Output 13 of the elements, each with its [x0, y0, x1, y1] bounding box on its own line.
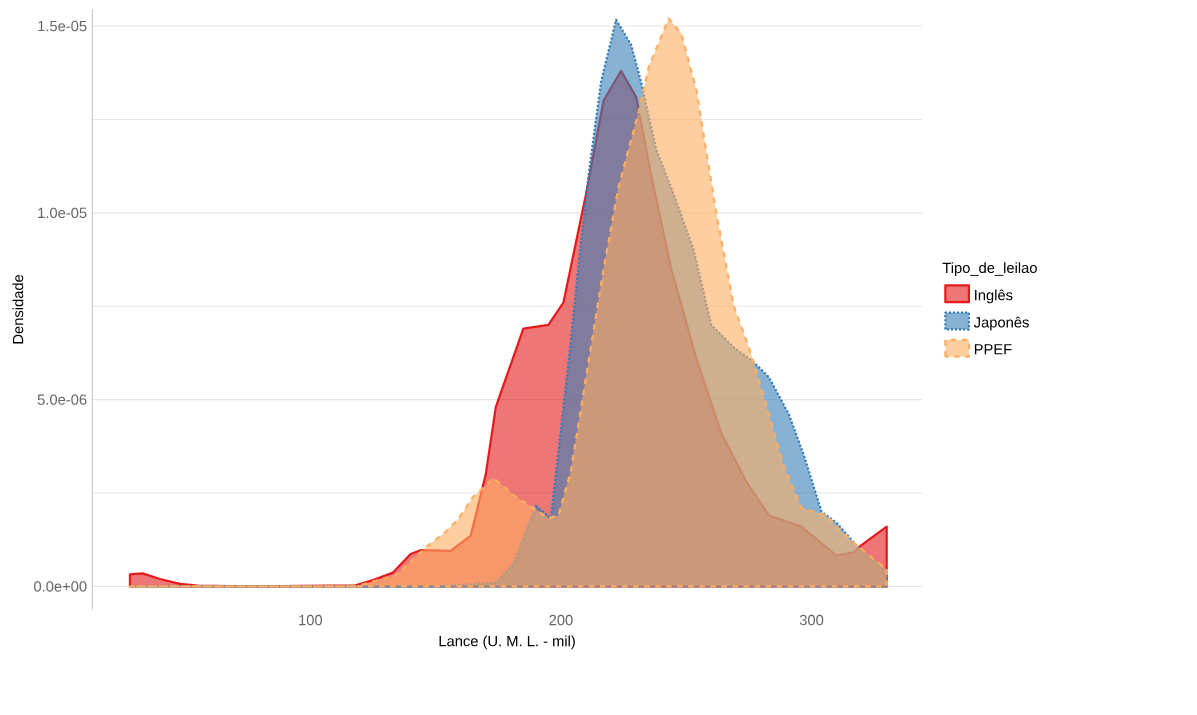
legend-label: Japonês [973, 316, 1029, 331]
x-tick-label: 200 [549, 614, 573, 626]
x-tick-label: 100 [299, 614, 323, 626]
y-tick-label: 1.0e-05 [38, 207, 87, 219]
x-axis-title: Lance (U. M. L. - mil) [439, 635, 575, 650]
x-tick-label: 300 [799, 614, 824, 626]
y-tick-label: 0.0e+00 [34, 581, 87, 592]
y-tick-label: 5.0e-06 [37, 394, 87, 405]
y-tick-label: 1.5e-05 [38, 20, 87, 32]
legend-title: Tipo_de_leilao [942, 262, 1037, 277]
legend-label: PPEF [974, 344, 1012, 355]
legend-label: Inglês [975, 289, 1013, 304]
y-axis-title: Densidade [12, 274, 24, 344]
